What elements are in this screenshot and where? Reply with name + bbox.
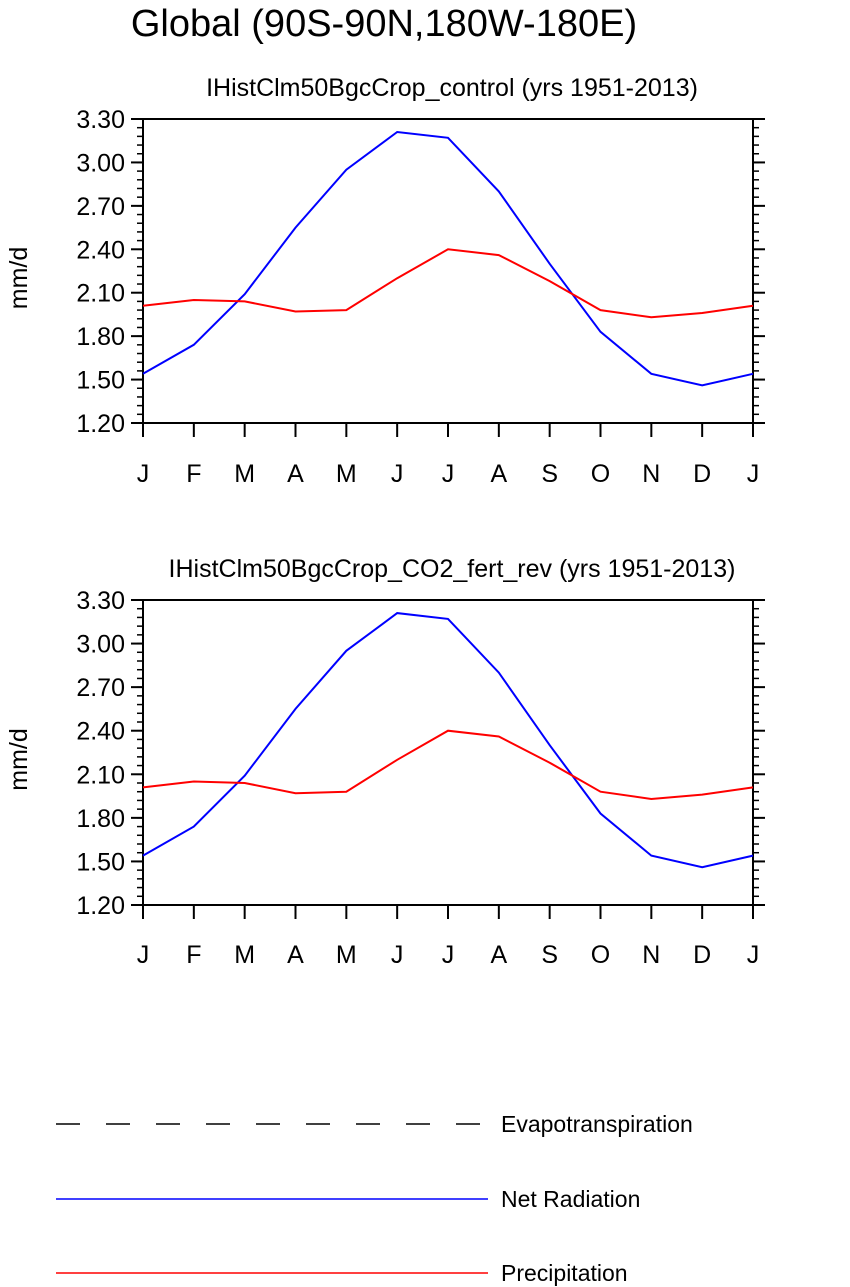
x-tick-label: N: [642, 941, 660, 969]
x-tick-label: N: [642, 460, 660, 488]
legend-label-evapotranspiration: Evapotranspiration: [501, 1111, 693, 1137]
x-tick-label: A: [287, 941, 304, 969]
x-tick-label: J: [137, 460, 150, 488]
plot-frame: [142, 599, 754, 906]
legend: Evapotranspiration Net Radiation Precipita…: [56, 1111, 693, 1286]
y-tick-label: 2.70: [76, 674, 125, 702]
y-axis-label: mm/d: [5, 247, 33, 310]
y-tick-label: 1.20: [76, 410, 125, 438]
y-tick-label: 1.50: [76, 367, 125, 395]
series-line-net-radiation: [142, 612, 754, 869]
x-tick-label: S: [541, 941, 558, 969]
plot-frame: [142, 118, 754, 424]
x-tick-label: M: [336, 941, 357, 969]
x-tick-label: A: [490, 460, 507, 488]
x-tick-label: O: [591, 941, 610, 969]
y-tick-label: 1.50: [76, 848, 125, 876]
legend-label-net-radiation: Net Radiation: [501, 1186, 640, 1212]
x-tick-label: J: [391, 460, 404, 488]
x-tick-label: J: [442, 460, 455, 488]
chart-panel-control: IHistClm50BgcCrop_control (yrs 1951-2013…: [5, 74, 765, 488]
legend-label-precipitation: Precipitation: [501, 1260, 628, 1286]
x-tick-label: M: [336, 460, 357, 488]
x-tick-label: A: [287, 460, 304, 488]
x-tick-label: D: [693, 460, 711, 488]
series-line-net-radiation: [142, 130, 754, 387]
x-tick-label: A: [490, 941, 507, 969]
y-tick-label: 2.70: [76, 193, 125, 221]
x-tick-label: J: [747, 460, 760, 488]
x-tick-label: J: [442, 941, 455, 969]
y-tick-label: 3.30: [76, 106, 125, 134]
x-tick-label: J: [747, 941, 760, 969]
y-tick-label: 2.40: [76, 718, 125, 746]
x-tick-label: M: [234, 460, 255, 488]
panel-title: IHistClm50BgcCrop_CO2_fert_rev (yrs 1951…: [169, 555, 736, 583]
x-tick-label: F: [186, 460, 201, 488]
y-tick-label: 3.00: [76, 631, 125, 659]
x-tick-label: O: [591, 460, 610, 488]
x-tick-label: F: [186, 941, 201, 969]
y-tick-label: 2.10: [76, 280, 125, 308]
x-tick-label: J: [391, 941, 404, 969]
x-tick-label: J: [137, 941, 150, 969]
x-tick-label: D: [693, 941, 711, 969]
y-tick-label: 3.30: [76, 587, 125, 615]
y-tick-label: 1.20: [76, 892, 125, 920]
y-tick-label: 1.80: [76, 805, 125, 833]
series-line-precipitation: [142, 248, 754, 319]
y-tick-label: 1.80: [76, 323, 125, 351]
y-tick-label: 3.00: [76, 149, 125, 177]
series-line-precipitation: [142, 729, 754, 801]
chart-panel-co2-fert-rev: IHistClm50BgcCrop_CO2_fert_rev (yrs 1951…: [5, 555, 765, 969]
y-tick-label: 2.10: [76, 761, 125, 789]
panel-title: IHistClm50BgcCrop_control (yrs 1951-2013…: [206, 74, 698, 102]
y-axis-label: mm/d: [5, 728, 33, 791]
y-tick-label: 2.40: [76, 236, 125, 264]
main-title: Global (90S-90N,180W-180E): [131, 3, 637, 45]
x-tick-label: S: [541, 460, 558, 488]
x-tick-label: M: [234, 941, 255, 969]
